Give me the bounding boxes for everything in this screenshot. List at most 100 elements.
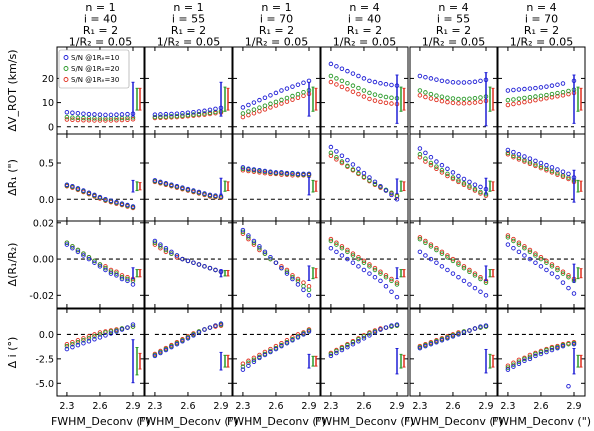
point-sn10 bbox=[566, 171, 571, 177]
panel-frame bbox=[232, 133, 321, 222]
x-tick-label: 2.6 bbox=[268, 401, 283, 412]
point-sn10 bbox=[544, 162, 549, 168]
point-sn10 bbox=[334, 149, 339, 154]
point-sn30 bbox=[555, 94, 560, 99]
point-sn20 bbox=[389, 190, 394, 195]
point-sn10 bbox=[516, 249, 522, 255]
point-sn30 bbox=[86, 334, 92, 339]
point-sn20 bbox=[538, 349, 544, 355]
point-sn20 bbox=[434, 164, 439, 169]
point-sn10 bbox=[273, 170, 279, 175]
point-sn10 bbox=[70, 110, 75, 115]
point-sn10 bbox=[114, 329, 119, 334]
point-sn20 bbox=[301, 284, 306, 289]
point-sn10 bbox=[555, 274, 560, 280]
point-sn30 bbox=[339, 160, 345, 166]
point-sn20 bbox=[202, 111, 207, 116]
point-sn10 bbox=[560, 280, 566, 285]
point-sn20 bbox=[334, 242, 339, 247]
point-sn10 bbox=[428, 256, 434, 262]
point-sn10 bbox=[152, 238, 158, 244]
point-sn10 bbox=[92, 192, 97, 198]
point-sn30 bbox=[428, 162, 434, 168]
point-sn30 bbox=[544, 95, 549, 101]
x-tick-label: 2.6 bbox=[180, 401, 195, 412]
point-sn20 bbox=[251, 107, 257, 112]
point-sn30 bbox=[527, 98, 533, 104]
panel-r0-c3 bbox=[320, 46, 409, 135]
point-sn10 bbox=[511, 245, 516, 251]
point-sn20 bbox=[538, 93, 544, 99]
x-axis-label: FWHM_Deconv (") bbox=[315, 415, 414, 428]
point-sn10 bbox=[423, 150, 428, 156]
column-title-line: i = 55 bbox=[172, 13, 205, 26]
point-sn30 bbox=[533, 163, 538, 169]
panel-r2-c0: -0.02 0.00 0.02 bbox=[29, 218, 145, 309]
point-sn30 bbox=[423, 94, 428, 100]
point-sn30 bbox=[461, 101, 467, 106]
panel-r2-c1 bbox=[144, 220, 233, 309]
point-sn30 bbox=[257, 352, 262, 358]
point-sn10 bbox=[467, 80, 472, 85]
point-sn10 bbox=[130, 322, 136, 327]
panel-r3-c1: 2.3 2.6 2.9 bbox=[144, 308, 233, 412]
point-sn10 bbox=[461, 278, 467, 284]
point-sn30 bbox=[86, 117, 92, 123]
point-sn20 bbox=[383, 94, 389, 100]
point-sn30 bbox=[295, 332, 301, 337]
point-sn30 bbox=[472, 100, 478, 105]
point-sn30 bbox=[306, 284, 312, 289]
point-sn30 bbox=[251, 110, 257, 116]
point-sn30 bbox=[350, 89, 356, 94]
point-sn30 bbox=[356, 91, 361, 97]
column-title-line: R₁ = 2 bbox=[171, 24, 206, 37]
column-title-line: i = 70 bbox=[260, 13, 293, 26]
column-title-line: n = 1 bbox=[85, 1, 115, 14]
point-sn10 bbox=[64, 182, 70, 187]
point-sn20 bbox=[356, 337, 361, 342]
point-sn20 bbox=[158, 244, 163, 249]
point-sn20 bbox=[86, 116, 92, 121]
point-sn20 bbox=[566, 88, 571, 94]
point-sn10 bbox=[467, 282, 472, 287]
point-sn20 bbox=[549, 345, 555, 351]
point-sn10 bbox=[527, 86, 533, 91]
point-sn20 bbox=[290, 93, 295, 99]
point-sn10 bbox=[538, 160, 544, 166]
point-sn10 bbox=[439, 338, 445, 343]
point-sn20 bbox=[290, 274, 295, 280]
point-sn20 bbox=[461, 181, 467, 186]
point-sn30 bbox=[538, 165, 544, 171]
point-sn10 bbox=[527, 256, 533, 262]
point-sn20 bbox=[251, 357, 257, 363]
panel-frame bbox=[409, 220, 498, 309]
panel-r1-c3 bbox=[320, 133, 409, 222]
point-sn20 bbox=[511, 238, 516, 244]
point-sn10 bbox=[213, 267, 218, 273]
column-title-line: R₁ = 2 bbox=[83, 24, 118, 37]
point-sn10 bbox=[361, 170, 367, 176]
point-sn10 bbox=[511, 87, 516, 93]
point-sn10 bbox=[202, 264, 207, 269]
point-sn30 bbox=[445, 253, 450, 258]
point-sn20 bbox=[356, 85, 361, 91]
column-title-line: n = 4 bbox=[349, 1, 379, 14]
point-sn20 bbox=[130, 324, 136, 329]
point-sn20 bbox=[169, 251, 174, 256]
point-sn30 bbox=[566, 91, 571, 97]
point-sn20 bbox=[505, 365, 511, 370]
point-sn10 bbox=[511, 149, 516, 155]
point-sn10 bbox=[478, 78, 483, 84]
point-sn10 bbox=[478, 184, 483, 190]
point-sn20 bbox=[81, 338, 86, 343]
point-sn10 bbox=[81, 253, 86, 258]
point-sn30 bbox=[251, 169, 257, 174]
point-sn10 bbox=[361, 336, 367, 341]
point-sn10 bbox=[268, 93, 273, 98]
point-sn10 bbox=[356, 73, 361, 79]
point-sn10 bbox=[75, 342, 81, 348]
point-sn10 bbox=[108, 271, 114, 276]
point-sn10 bbox=[328, 144, 334, 150]
point-sn20 bbox=[191, 112, 196, 117]
point-sn10 bbox=[450, 334, 456, 339]
